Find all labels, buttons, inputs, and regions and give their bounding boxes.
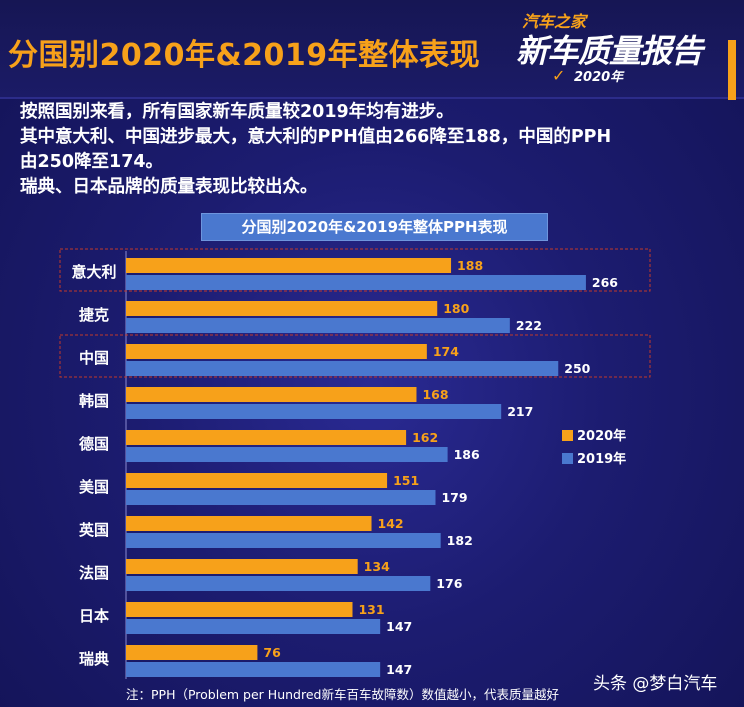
chart-title: 分国别2020年&2019年整体PPH表现 xyxy=(201,213,548,241)
header-banner: 分国别2020年&2019年整体表现 汽车之家 新车质量报告 ✓ 2020年 xyxy=(0,0,744,100)
data-label: 217 xyxy=(507,404,533,419)
logo-accent-bar xyxy=(728,40,736,100)
bar-2020 xyxy=(126,430,407,445)
data-label: 168 xyxy=(422,387,448,402)
highlight-box xyxy=(59,334,651,378)
bar-2019 xyxy=(126,447,448,462)
logo-brand: 汽车之家 xyxy=(522,12,587,31)
category-label: 意大利 xyxy=(71,263,116,281)
watermark: 头条 @梦白汽车 xyxy=(593,674,718,694)
data-label: 222 xyxy=(516,318,542,333)
data-label: 179 xyxy=(441,490,467,505)
description-line: 由250降至174。 xyxy=(20,152,164,172)
bar-2020 xyxy=(126,602,353,617)
category-label: 瑞典 xyxy=(79,650,109,668)
description-line: 按照国别来看，所有国家新车质量较2019年均有进步。 xyxy=(20,102,454,122)
bar-2019 xyxy=(126,318,510,333)
data-label: 134 xyxy=(364,559,390,574)
bar-2020 xyxy=(126,387,417,402)
legend-swatch xyxy=(562,453,573,464)
data-label: 147 xyxy=(386,619,412,634)
data-label: 147 xyxy=(386,662,412,677)
data-label: 186 xyxy=(454,447,480,462)
category-label: 英国 xyxy=(79,521,109,539)
bar-2019 xyxy=(126,662,381,677)
bar-2020 xyxy=(126,645,258,660)
description-line: 其中意大利、中国进步最大，意大利的PPH值由266降至188，中国的PPH xyxy=(20,127,612,147)
logo-year: 2020年 xyxy=(574,70,624,85)
check-icon: ✓ xyxy=(552,66,566,85)
bar-2020 xyxy=(126,559,358,574)
legend-label: 2019年 xyxy=(577,451,626,467)
page-title: 分国别2020年&2019年整体表现 xyxy=(8,38,481,73)
category-label: 法国 xyxy=(79,564,109,582)
bar-2020 xyxy=(126,258,452,273)
bar-2019 xyxy=(126,490,436,505)
logo-report-name: 新车质量报告 xyxy=(516,32,703,70)
data-label: 151 xyxy=(393,473,419,488)
bar-2019 xyxy=(126,533,441,548)
report-logo: 汽车之家 新车质量报告 ✓ 2020年 xyxy=(514,6,736,100)
data-label: 180 xyxy=(443,301,469,316)
data-label: 131 xyxy=(358,602,384,617)
description-text: 按照国别来看，所有国家新车质量较2019年均有进步。 其中意大利、中国进步最大，… xyxy=(20,100,738,200)
legend-swatch xyxy=(562,430,573,441)
data-label: 76 xyxy=(263,645,281,660)
bar-2020 xyxy=(126,516,372,531)
highlight-box xyxy=(59,248,651,292)
bar-2019 xyxy=(126,619,381,634)
data-label: 162 xyxy=(412,430,438,445)
category-label: 中国 xyxy=(79,349,109,367)
bar-2019 xyxy=(126,404,502,419)
category-label: 日本 xyxy=(79,607,109,625)
category-label: 捷克 xyxy=(79,306,109,324)
data-label: 142 xyxy=(378,516,404,531)
data-label: 188 xyxy=(457,258,483,273)
legend-label: 2020年 xyxy=(577,428,626,444)
footnote: 注：PPH（Problem per Hundred新车百车故障数）数值越小，代表… xyxy=(126,687,559,702)
bar-2020 xyxy=(126,344,427,359)
data-label: 250 xyxy=(564,361,590,376)
data-label: 266 xyxy=(592,275,618,290)
bar-2020 xyxy=(126,473,388,488)
data-label: 176 xyxy=(436,576,462,591)
description-line: 瑞典、日本品牌的质量表现比较出众。 xyxy=(20,177,318,197)
bar-2020 xyxy=(126,301,438,316)
bar-2019 xyxy=(126,576,431,591)
data-label: 174 xyxy=(433,344,459,359)
category-label: 德国 xyxy=(79,435,109,453)
data-label: 182 xyxy=(447,533,473,548)
bar-2019 xyxy=(126,361,559,376)
category-label: 美国 xyxy=(79,478,109,496)
category-label: 韩国 xyxy=(79,392,109,410)
bar-2019 xyxy=(126,275,586,290)
